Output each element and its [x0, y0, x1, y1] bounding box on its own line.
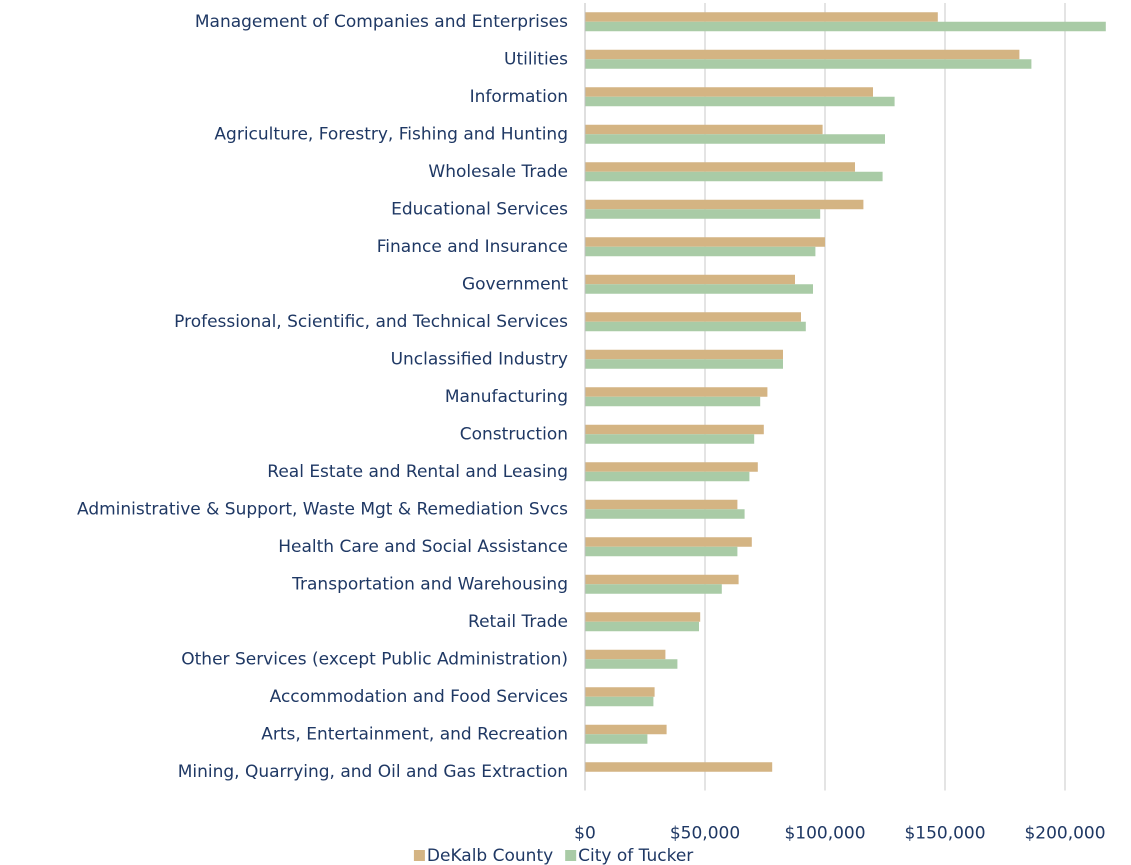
y-tick-label: Arts, Entertainment, and Recreation	[261, 724, 568, 744]
y-tick-label: Finance and Insurance	[377, 237, 568, 257]
bar	[585, 124, 823, 135]
bar	[585, 321, 806, 332]
y-tick-label: Unclassified Industry	[391, 349, 568, 369]
bar	[585, 162, 855, 172]
legend-label: City of Tucker	[578, 846, 693, 865]
bar	[585, 171, 883, 182]
y-tick-label: Utilities	[504, 49, 568, 69]
bar	[585, 424, 764, 435]
y-tick-label: Real Estate and Rental and Leasing	[267, 462, 568, 482]
y-tick-label: Transportation and Warehousing	[291, 574, 568, 594]
bar	[585, 284, 813, 294]
y-tick-label: Administrative & Support, Waste Mgt & Re…	[77, 499, 568, 519]
bar	[585, 237, 825, 247]
bar	[585, 96, 895, 107]
bar	[585, 687, 655, 697]
y-tick-label: Manufacturing	[445, 387, 568, 407]
bar	[585, 649, 666, 660]
bar	[585, 734, 648, 744]
y-tick-label: Information	[470, 87, 568, 107]
y-tick-label: Professional, Scientific, and Technical …	[174, 312, 568, 332]
bar	[585, 274, 795, 285]
x-tick-label: $100,000	[784, 824, 865, 844]
bar	[585, 209, 821, 219]
bar	[585, 12, 938, 22]
bar	[585, 574, 739, 585]
y-tick-label: Accommodation and Food Services	[270, 687, 569, 707]
y-tick-label: Educational Services	[391, 199, 568, 219]
y-tick-label: Government	[462, 274, 568, 294]
x-tick-label: $50,000	[670, 824, 740, 844]
x-tick-label: $150,000	[904, 824, 985, 844]
bar	[585, 87, 873, 97]
bar	[585, 546, 738, 557]
y-tick-label: Construction	[460, 424, 568, 444]
y-tick-label: Mining, Quarrying, and Oil and Gas Extra…	[178, 762, 568, 782]
bar	[585, 359, 783, 369]
bar	[585, 537, 752, 547]
y-tick-label: Wholesale Trade	[428, 162, 568, 182]
bar	[585, 59, 1032, 69]
y-tick-label: Health Care and Social Assistance	[278, 537, 568, 557]
bar	[585, 134, 885, 144]
legend-swatch	[565, 850, 577, 861]
bar	[585, 349, 783, 360]
bar	[585, 434, 755, 444]
bar	[585, 471, 750, 482]
y-tick-label: Management of Companies and Enterprises	[195, 12, 568, 32]
bar	[585, 509, 745, 519]
y-tick-label: Other Services (except Public Administra…	[181, 649, 568, 669]
x-tick-label: $0	[574, 824, 596, 844]
bar	[585, 612, 701, 622]
legend-label: DeKalb County	[427, 846, 553, 865]
y-tick-label: Retail Trade	[468, 612, 568, 632]
y-tick-label: Agriculture, Forestry, Fishing and Hunti…	[214, 124, 568, 144]
bar	[585, 762, 773, 772]
bar	[585, 396, 761, 407]
bar	[585, 387, 768, 397]
bar	[585, 621, 699, 632]
bar	[585, 312, 801, 322]
bar	[585, 462, 758, 472]
bar	[585, 584, 722, 594]
x-tick-label: $200,000	[1024, 824, 1105, 844]
bar	[585, 199, 864, 210]
bar	[585, 696, 654, 707]
bar	[585, 246, 816, 257]
legend-swatch	[413, 850, 425, 861]
bar	[585, 49, 1020, 60]
bar	[585, 659, 678, 669]
bar	[585, 21, 1106, 32]
bar	[585, 499, 738, 510]
bar	[585, 724, 667, 735]
